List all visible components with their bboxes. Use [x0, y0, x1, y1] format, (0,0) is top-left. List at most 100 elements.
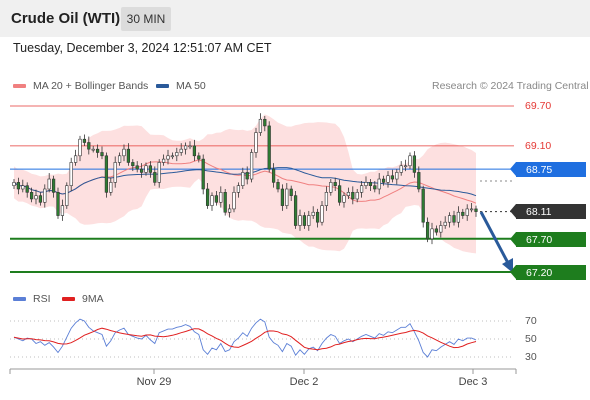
candle-body — [245, 172, 249, 180]
candle-body — [78, 138, 82, 157]
candle-body — [355, 192, 359, 200]
candle-body — [100, 152, 104, 157]
candle-body — [452, 215, 456, 223]
rsi-level-50: 50 — [525, 333, 537, 345]
candle-body — [474, 208, 478, 212]
instrument-title: Crude Oil (WTI) — [11, 10, 121, 27]
candle-body — [95, 148, 100, 153]
credit-text: Research © 2024 Trading Central — [432, 80, 589, 92]
candle-body — [403, 165, 408, 168]
candle-body — [267, 125, 271, 170]
candle-body — [38, 195, 43, 203]
candle-body — [113, 162, 117, 183]
candle-body — [254, 132, 258, 153]
x-label-dec2: Dec 2 — [289, 376, 319, 388]
ma50-line — [13, 167, 477, 197]
legend-ma20: MA 20 + Bollinger Bands — [13, 80, 148, 92]
candle-body — [289, 188, 293, 196]
candle-body — [359, 185, 364, 193]
candle-body — [342, 195, 346, 203]
ma20-swatch — [13, 84, 26, 88]
candle-body — [227, 208, 232, 213]
candle-body — [315, 211, 320, 223]
candle-body — [399, 165, 403, 173]
candle-body — [153, 172, 157, 183]
candle-body — [263, 118, 267, 127]
candle-body — [104, 155, 109, 193]
rsi-level-70: 70 — [525, 315, 537, 327]
timeframe-badge[interactable]: 30 MIN — [121, 7, 171, 31]
candle-body — [373, 185, 377, 190]
candle-body — [56, 192, 60, 216]
candle-body — [351, 192, 355, 200]
candle-body — [60, 205, 65, 216]
candle-body — [439, 225, 443, 233]
candle-body — [421, 188, 425, 223]
candle-body — [469, 208, 474, 211]
candle-body — [47, 178, 51, 190]
candle-body — [276, 182, 280, 190]
ma50-swatch — [156, 84, 169, 88]
candle-body — [117, 155, 122, 163]
rsi-line — [13, 318, 477, 358]
candle-body — [333, 182, 337, 186]
candle-body — [337, 185, 342, 203]
candle-body — [161, 158, 166, 163]
candle-body — [232, 192, 236, 210]
legend-ma50: MA 50 — [156, 80, 206, 92]
support-1-tag: 67.70 — [510, 232, 586, 247]
candle-body — [131, 162, 135, 167]
candle-body — [179, 148, 183, 153]
timestamp: Tuesday, December 3, 2024 12:51:07 AM CE… — [13, 41, 272, 55]
support-2-tag: 67.20 — [510, 265, 586, 280]
candle-body — [73, 155, 78, 163]
candle-body — [126, 148, 131, 163]
candle-body — [205, 188, 210, 206]
candle-body — [139, 168, 144, 173]
candle-body — [307, 215, 311, 226]
candle-body — [386, 175, 390, 183]
forecast-arrow-shaft — [479, 211, 510, 264]
candle-body — [188, 145, 192, 148]
candle-body — [69, 162, 73, 186]
candle-body — [91, 148, 95, 151]
candle-body — [21, 185, 25, 190]
x-label-nov29: Nov 29 — [136, 376, 172, 388]
candle-body — [87, 142, 91, 150]
candle-body — [447, 215, 452, 223]
candle-body — [285, 188, 289, 206]
candle-body — [29, 192, 34, 200]
candle-body — [430, 228, 434, 240]
candle-body — [197, 155, 201, 160]
candle-body — [368, 182, 373, 186]
candle-body — [298, 215, 302, 226]
candle-body — [443, 221, 447, 226]
candle-body — [456, 211, 461, 223]
candle-body — [223, 192, 227, 213]
candle-body — [51, 178, 56, 193]
ma9-swatch — [62, 297, 75, 301]
rsi-level-30: 30 — [525, 351, 537, 363]
candle-body — [25, 185, 29, 193]
candle-body — [377, 178, 381, 190]
candle-body — [148, 165, 153, 173]
candle-body — [434, 228, 439, 233]
candle-body — [465, 208, 469, 216]
candle-body — [329, 182, 333, 193]
candle-body — [408, 155, 412, 167]
candle-body — [43, 188, 47, 203]
candle-body — [183, 145, 188, 150]
level-label-resistance-1: 69.10 — [525, 140, 552, 152]
candle-body — [166, 155, 170, 160]
candle-body — [135, 165, 139, 170]
candle-body — [302, 215, 307, 226]
candle-body — [210, 195, 214, 206]
ma50-label: MA 50 — [176, 80, 206, 92]
current-price-tag: 68.11 — [510, 204, 586, 219]
ma9-label: 9MA — [82, 293, 104, 305]
candle-body — [219, 192, 223, 203]
candle-body — [175, 152, 179, 157]
candle-body — [425, 221, 430, 240]
candle-body — [280, 188, 285, 206]
